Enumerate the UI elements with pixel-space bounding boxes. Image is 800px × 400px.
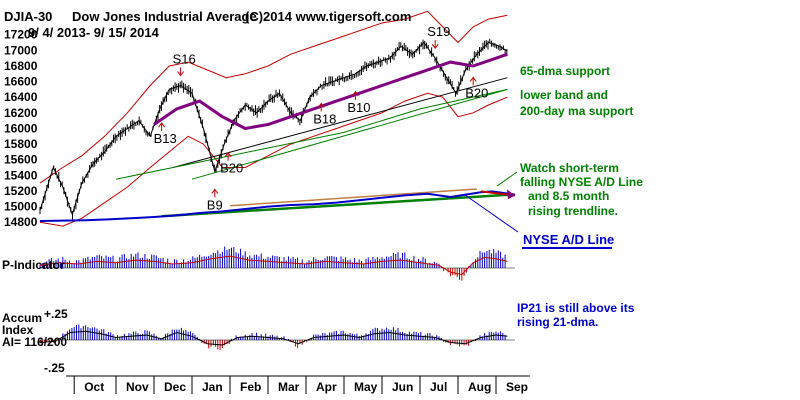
copyright: (C)2014 www.tigersoft.com <box>245 9 412 24</box>
annotation-watch-2: falling NYSE A/D Line <box>520 175 643 189</box>
accum-tick-plus: +.25 <box>44 307 68 321</box>
ad-trend-green <box>161 193 512 218</box>
price-tick-label: 16000 <box>4 121 38 135</box>
p-indicator-ma <box>39 255 508 276</box>
month-label: May <box>354 380 378 394</box>
nyse-ad-line <box>39 190 516 222</box>
annotation-watch-3: and 8.5 month <box>528 189 610 203</box>
signal-label: B20 <box>465 85 488 100</box>
symbol-label: DJIA-30 <box>4 9 53 24</box>
black-trend-line <box>172 77 508 168</box>
ai-label: AI= 116/200 <box>2 335 68 349</box>
index-label: Index <box>2 323 34 337</box>
annotation-nyse-ad: NYSE A/D Line <box>523 232 615 247</box>
price-tick-label: 16800 <box>4 59 38 73</box>
p-indicator-bars <box>39 246 506 281</box>
month-label: Jun <box>392 380 413 394</box>
annotation-ip21-2: rising 21-dma. <box>517 315 599 329</box>
month-label: Sep <box>506 380 528 394</box>
upper-band-line <box>39 10 508 184</box>
accum-bars <box>39 324 506 350</box>
month-label: Mar <box>278 380 300 394</box>
price-tick-label: 17200 <box>4 28 38 42</box>
month-label: Jan <box>202 380 223 394</box>
annotation-watch-1: Watch short-term <box>520 161 619 175</box>
month-label: Oct <box>84 380 104 394</box>
accum-ma <box>39 330 508 346</box>
price-tick-label: 15200 <box>4 184 38 198</box>
month-label: Dec <box>164 380 186 394</box>
price-tick-label: 16200 <box>4 106 38 120</box>
ad-trend-brown <box>229 188 478 207</box>
green-trend-line <box>191 88 508 180</box>
ma65-line <box>153 52 508 131</box>
accum-tick-minus: -.25 <box>44 361 65 375</box>
price-tick-label: 15400 <box>4 168 38 182</box>
signal-label: B9 <box>207 197 223 212</box>
price-tick-label: 16400 <box>4 90 38 104</box>
signal-arrowhead <box>177 71 185 77</box>
month-label: Nov <box>126 380 149 394</box>
price-tick-label: 17000 <box>4 43 38 57</box>
index-name: Dow Jones Industrial Average <box>72 9 257 24</box>
watch-pointer <box>496 171 518 187</box>
price-tick-label: 15600 <box>4 153 38 167</box>
signal-label: B20 <box>220 161 243 176</box>
signal-arrowhead <box>158 122 166 128</box>
price-tick-label: 15000 <box>4 200 38 214</box>
month-label: Apr <box>316 380 337 394</box>
signal-label: B13 <box>154 131 177 146</box>
month-label: Feb <box>240 380 261 394</box>
price-line <box>39 41 508 217</box>
signal-arrowhead <box>351 90 359 97</box>
nyse-pointer <box>464 194 519 233</box>
date-range: 9/ 4/ 2013- 9/ 15/ 2014 <box>28 25 159 40</box>
p-indicator-label: P-Indicator <box>2 258 65 272</box>
accum-label: Accum <box>2 311 43 325</box>
signal-label: S19 <box>427 24 450 39</box>
ad-arrow-head <box>507 189 515 200</box>
signal-label: B10 <box>347 100 370 115</box>
price-tick-label: 15800 <box>4 137 38 151</box>
ma200-line <box>115 88 508 180</box>
signal-arrowhead <box>431 43 439 49</box>
month-label: Aug <box>468 380 491 394</box>
month-label: Jul <box>430 380 447 394</box>
signal-label: S16 <box>173 51 196 66</box>
signal-arrowhead <box>317 102 325 108</box>
lower-band-line <box>39 92 508 227</box>
price-tick-label: 16600 <box>4 75 38 89</box>
annotation-watch-4: rising trendline. <box>528 204 619 218</box>
annotation-ip21-1: IP21 is still above its <box>517 301 635 315</box>
signal-arrowhead <box>224 151 232 158</box>
signal-label: B18 <box>313 111 336 126</box>
signal-arrowhead <box>469 76 477 82</box>
annotation-lower-band-2: 200-day ma support <box>520 104 634 118</box>
annotation-lower-band-1: lower band and <box>520 88 609 102</box>
signal-arrowhead <box>211 188 219 194</box>
annotation-65dma: 65-dma support <box>520 64 611 78</box>
price-tick-label: 14800 <box>4 215 38 229</box>
